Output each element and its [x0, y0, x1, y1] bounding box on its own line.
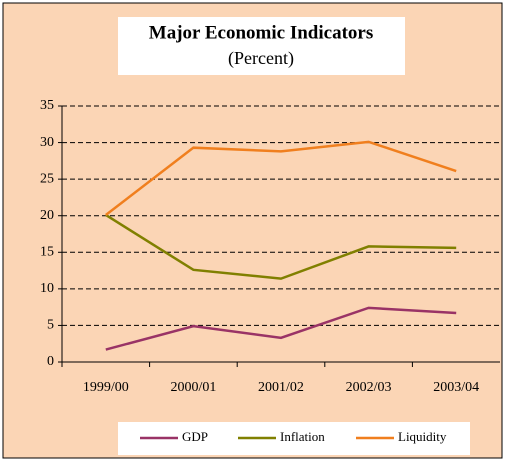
chart-background [2, 2, 503, 459]
line-series [105, 213, 457, 280]
y-tick-label: 30 [40, 135, 54, 150]
y-tick-label: 35 [40, 98, 54, 113]
x-tick-label: 2001/02 [258, 380, 304, 395]
x-tick-label: 2003/04 [433, 380, 479, 395]
line-series [105, 140, 457, 216]
x-tick-label: 2000/01 [170, 380, 216, 395]
chart-title: Major Economic Indicators [149, 22, 373, 43]
line-series [105, 306, 457, 351]
y-tick-label: 0 [47, 354, 54, 369]
legend-label: Liquidity [398, 429, 447, 444]
title-box [118, 17, 405, 75]
chart-subtitle: (Percent) [228, 48, 294, 69]
legend-label: GDP [182, 429, 208, 444]
y-tick-label: 25 [40, 171, 54, 186]
y-tick-label: 20 [40, 208, 54, 223]
x-tick-label: 1999/00 [83, 380, 129, 395]
y-tick-label: 5 [47, 318, 54, 333]
y-tick-label: 10 [40, 281, 54, 296]
y-tick-label: 15 [40, 245, 54, 260]
legend-label: Inflation [280, 429, 325, 444]
x-tick-label: 2002/03 [346, 380, 392, 395]
